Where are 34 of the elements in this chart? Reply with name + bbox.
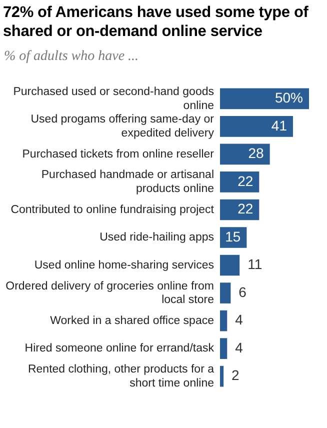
data-label: 28 (248, 145, 264, 162)
bar (220, 172, 260, 192)
data-label: 6 (238, 284, 247, 300)
y-tick-label: Contributed to online fundraising project (10, 204, 215, 216)
y-tick-label: Used progams offering same-day or expedited delivery (30, 114, 214, 140)
bar (220, 254, 240, 276)
data-label: 4 (235, 312, 244, 328)
bar (220, 116, 293, 137)
y-tick-label: Purchased handmade or artisanal products online (41, 169, 214, 196)
data-label: 50% (274, 90, 303, 106)
y-tick-label: Ordered delivery of groceries online from local store (6, 280, 214, 306)
bar (220, 338, 228, 359)
data-label: 15 (225, 228, 241, 244)
y-tick-label: Used ride-hailing apps (100, 232, 214, 244)
y-tick-label: Hired someone online for errand/task (24, 342, 214, 355)
chart-title: 72% of Americans have used some type of shared or on-demand online service (3, 3, 310, 41)
data-label: 4 (235, 339, 244, 356)
bar (220, 366, 224, 387)
y-tick-label: Used online home-sharing services (34, 259, 214, 272)
bar (220, 282, 231, 304)
y-tick-label: Worked in a shared office space (50, 314, 214, 327)
data-label: 22 (238, 172, 254, 189)
bar (220, 310, 228, 332)
data-label: 11 (248, 256, 262, 272)
y-tick-label: Purchased used or second-hand goods online (13, 86, 214, 112)
data-label: 22 (238, 200, 254, 217)
y-tick-label: Rented clothing, other products for a short time online (28, 364, 215, 390)
data-label: 41 (271, 117, 288, 134)
bar (220, 88, 309, 110)
bar (220, 144, 270, 165)
data-label: 2 (232, 367, 240, 384)
text: % of adults who have ... (4, 49, 140, 65)
bar (220, 199, 260, 220)
y-tick-label: Purchased tickets from online reseller (22, 148, 214, 160)
